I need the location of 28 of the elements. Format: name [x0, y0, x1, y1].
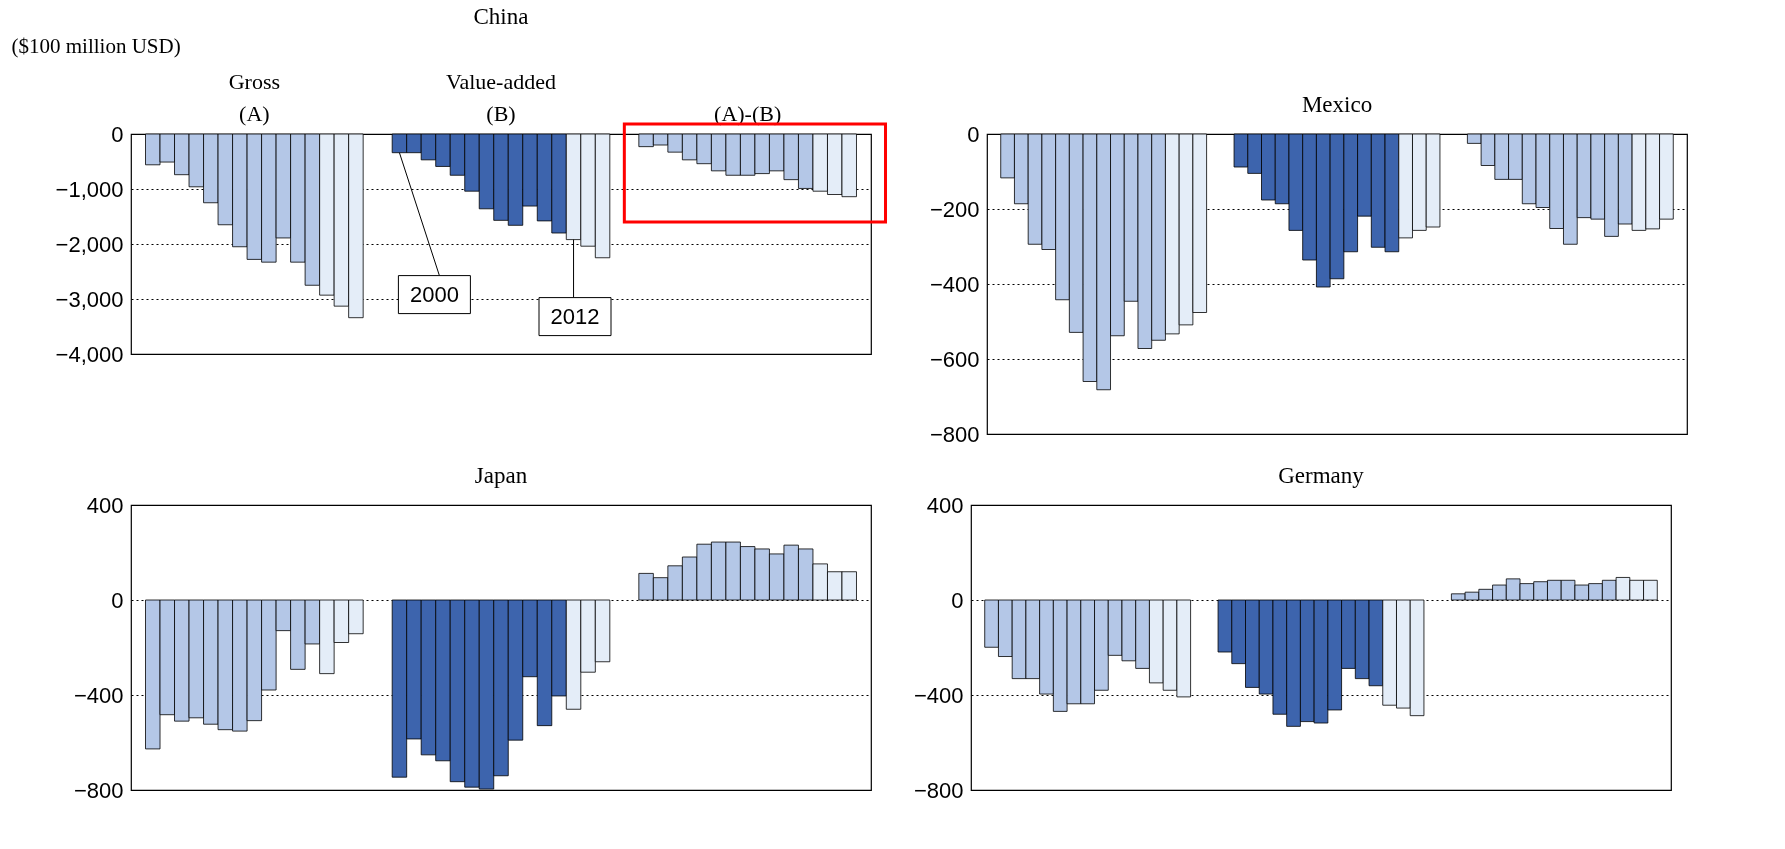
y-tick-label: 400	[926, 492, 964, 518]
chart-title: Japan	[474, 463, 528, 488]
y-tick-label: −400	[913, 682, 964, 708]
y-tick-label: −4,000	[55, 341, 124, 367]
chart-title: Germany	[1278, 463, 1365, 488]
y-tick-label: −400	[73, 682, 124, 708]
y-tick-label: −600	[929, 346, 980, 372]
y-tick-label: −800	[73, 777, 124, 803]
chart-title: China	[473, 4, 529, 29]
y-tick-label: −200	[929, 196, 980, 222]
y-tick-label: 0	[967, 121, 980, 147]
y-tick-label: 0	[111, 121, 124, 147]
y-tick-label: −800	[913, 777, 964, 803]
text: Value-added (B)	[446, 69, 556, 126]
text: Gross (A)	[228, 69, 281, 126]
y-axis-title: ($100 million USD)	[11, 33, 181, 58]
y-tick-label: 0	[951, 587, 964, 613]
y-tick-label: −2,000	[55, 231, 124, 257]
y-tick-label: −400	[929, 271, 980, 297]
y-tick-label: −3,000	[55, 286, 124, 312]
text: (A)-(B)	[714, 101, 782, 126]
y-tick-label: 0	[111, 587, 124, 613]
y-tick-label: −1,000	[55, 176, 124, 202]
annotation: 2000	[409, 281, 459, 307]
y-tick-label: −800	[929, 421, 980, 447]
annotation: 2012	[550, 303, 600, 329]
y-tick-label: 400	[86, 492, 124, 518]
chart-title: Mexico	[1301, 92, 1373, 117]
